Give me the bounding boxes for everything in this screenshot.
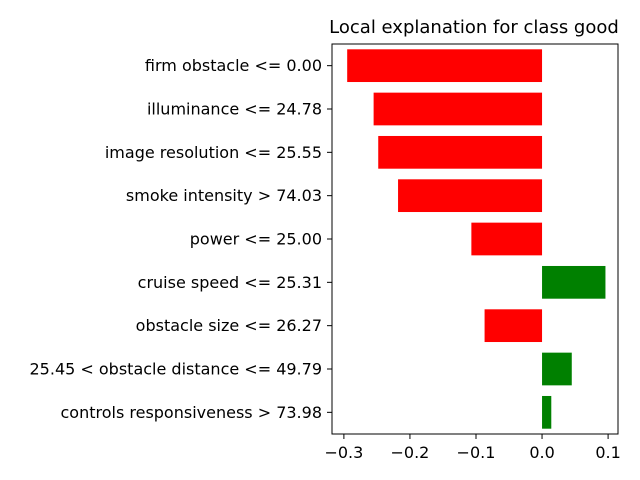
y-tick-label: cruise speed <= 25.31 <box>138 273 322 292</box>
y-ticks: firm obstacle <= 0.00 illuminance <= 24.7… <box>30 56 332 422</box>
y-tick-label: image resolution <= 25.55 <box>105 143 322 162</box>
bar-4 <box>398 179 543 213</box>
bar-7 <box>484 309 543 343</box>
bar-8 <box>542 352 572 386</box>
x-tick-label: 0.1 <box>595 443 620 462</box>
x-tick-label: −0.3 <box>324 443 363 462</box>
bar-1 <box>347 49 543 83</box>
y-tick-label: obstacle size <= 26.27 <box>136 316 322 335</box>
bar-6 <box>542 265 606 299</box>
y-tick-label: 25.45 < obstacle distance <= 49.79 <box>30 360 323 379</box>
y-tick-label: illuminance <= 24.78 <box>147 100 322 119</box>
bar-9 <box>542 395 552 429</box>
bars-layer <box>347 49 606 429</box>
bar-2 <box>373 92 543 126</box>
y-tick-label: controls responsiveness > 73.98 <box>60 403 322 422</box>
bar-3 <box>378 135 543 169</box>
x-tick-label: 0.0 <box>529 443 554 462</box>
y-tick-label: smoke intensity > 74.03 <box>126 186 322 205</box>
x-tick-label: −0.1 <box>457 443 496 462</box>
y-tick-label: power <= 25.00 <box>190 230 322 249</box>
x-tick-label: −0.2 <box>391 443 430 462</box>
bar-5 <box>471 222 543 256</box>
x-ticks: −0.3 −0.2 −0.1 0.0 0.1 <box>324 434 621 462</box>
y-tick-label: firm obstacle <= 0.00 <box>145 56 322 75</box>
chart-title: Local explanation for class good <box>329 17 619 38</box>
